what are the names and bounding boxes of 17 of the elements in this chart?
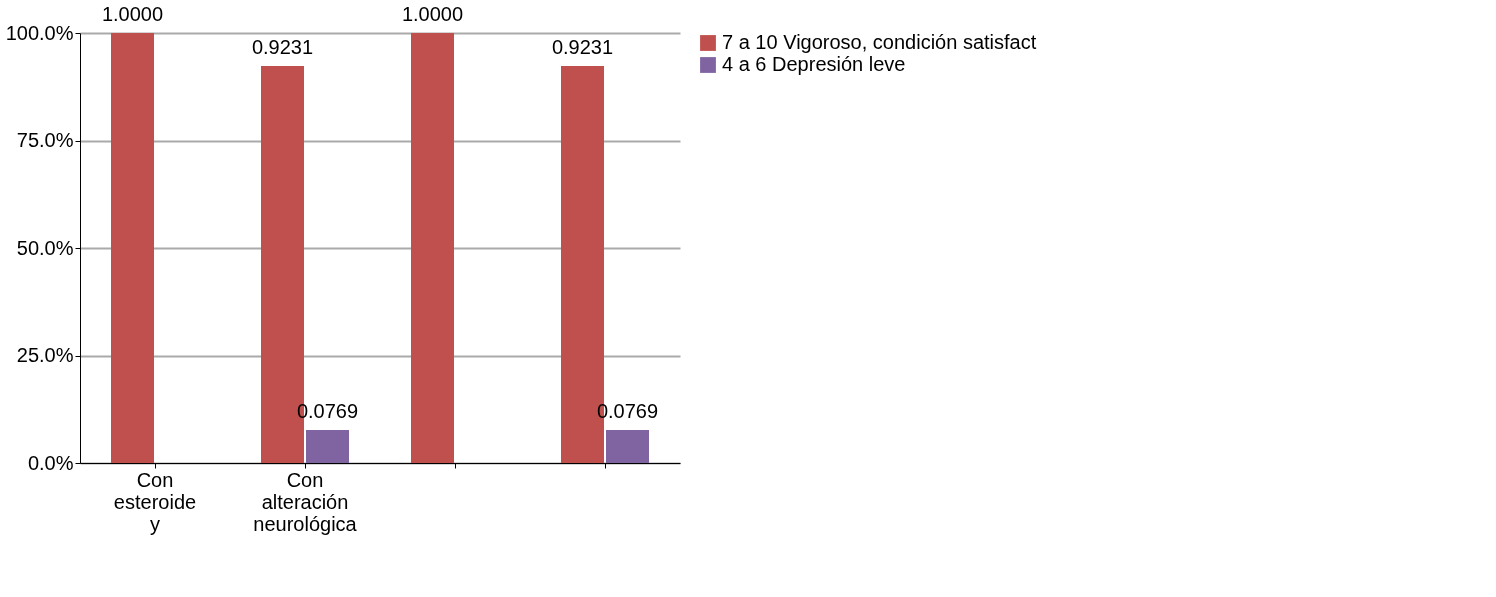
legend-label: 7 a 10 Vigoroso, condición satisfact: [722, 31, 1037, 53]
bar: [411, 33, 454, 463]
y-tick-label: 100.0%: [5, 21, 74, 44]
data-label: 1.0000: [401, 3, 464, 25]
y-tick-label: 25.0%: [16, 344, 74, 366]
y-tick-label: 0.0%: [27, 451, 74, 474]
data-label: 0.9231: [551, 36, 614, 59]
y-tick-label: 50.0%: [16, 236, 74, 259]
bar: [306, 429, 349, 463]
y-tick-label: 75.0%: [16, 129, 74, 151]
x-tick-label: Con esteroide y: [113, 468, 197, 535]
bar: [111, 33, 154, 463]
bar: [606, 429, 649, 463]
x-tick-label: Con alteración neurológica: [253, 468, 358, 535]
legend-label: 4 a 6 Depresión leve: [722, 53, 906, 75]
data-label: 0.9231: [251, 36, 314, 59]
data-label: 1.0000: [101, 3, 164, 25]
